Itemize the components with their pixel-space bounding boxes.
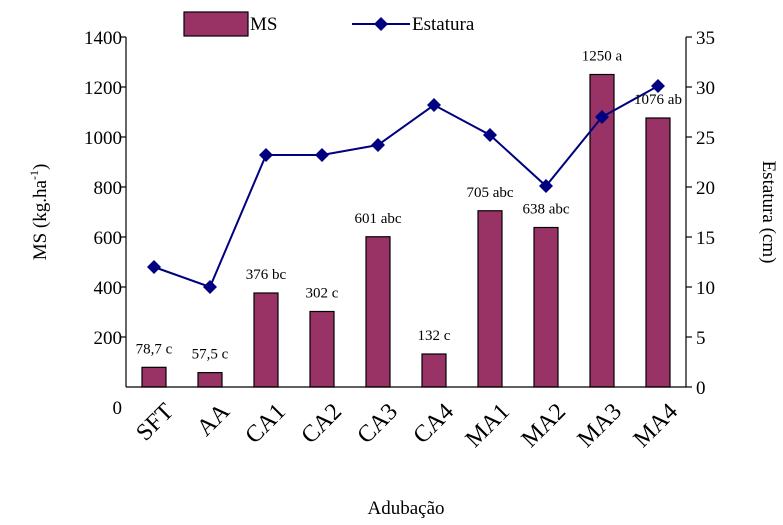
legend-label-estatura: Estatura [412, 14, 475, 35]
bar-value-label: 705 abc [466, 185, 513, 201]
bar-ca3 [365, 236, 391, 388]
category-label-ca2: CA2 [297, 399, 347, 449]
estatura-marker [539, 179, 553, 193]
right-tick-label: 10 [696, 278, 715, 299]
x-axis-labels: SFT AA CA1 CA2 CA3 CA4 MA1 MA2 MA3 MA4 [131, 398, 683, 453]
legend-swatch-ms [183, 11, 249, 37]
right-tick-label: 35 [696, 28, 715, 49]
estatura-marker [483, 128, 497, 142]
left-tick-label: 400 [94, 278, 123, 299]
right-tick-label: 15 [696, 228, 715, 249]
left-tick-label: 1400 [84, 28, 122, 49]
left-axis-zero-label: 0 [113, 398, 123, 419]
legend: MS Estatura [183, 11, 475, 37]
right-axis-title: Estatura (cm) [758, 161, 779, 264]
bar-value-label: 601 abc [354, 211, 401, 227]
bar-ma4 [645, 117, 671, 388]
bar-ca2 [309, 310, 335, 388]
category-label-ca4: CA4 [409, 399, 459, 449]
bars-layer [141, 73, 671, 388]
x-axis-title: Adubação [367, 498, 444, 519]
legend-label-ms: MS [250, 14, 277, 35]
category-label-ca1: CA1 [241, 399, 291, 449]
left-axis-title-base: MS (kg.ha [30, 179, 51, 260]
bar-ca4 [421, 353, 447, 388]
bar-value-label: 132 c [418, 328, 451, 344]
estatura-marker [147, 260, 161, 274]
bar-ma2 [533, 226, 559, 388]
category-label-ma3: MA3 [573, 399, 627, 453]
category-label-ma4: MA4 [629, 399, 683, 453]
left-axis-title-end: ) [30, 164, 51, 170]
category-label-ma1: MA1 [461, 399, 515, 453]
estatura-marker [259, 148, 273, 162]
bar-value-label: 1250 a [582, 49, 623, 65]
right-axis-ticks: 0 5 10 15 20 25 30 35 [686, 28, 715, 399]
line-layer [147, 79, 665, 294]
estatura-marker [371, 138, 385, 152]
bar-ca1 [253, 292, 279, 388]
estatura-marker [203, 280, 217, 294]
bar-sft [141, 366, 167, 388]
estatura-line [153, 85, 659, 289]
bar-value-label: 302 c [306, 286, 339, 302]
bar-value-label: 78,7 c [136, 341, 173, 357]
left-tick-label: 200 [94, 328, 123, 349]
bar-value-labels: 78,7 c 57,5 c 376 bc 302 c 601 abc 132 c 705 a… [136, 49, 682, 363]
left-axis-ticks: 200 400 600 800 1000 1200 1400 [84, 28, 126, 349]
left-axis-title: MS (kg.ha-1) [27, 164, 51, 261]
bar-value-label: 57,5 c [192, 347, 229, 363]
category-label-aa: AA [192, 398, 235, 441]
estatura-marker [427, 98, 441, 112]
bar-value-label: 638 abc [522, 202, 569, 218]
left-tick-label: 1200 [84, 78, 122, 99]
right-tick-label: 5 [696, 328, 706, 349]
category-label-ma2: MA2 [517, 399, 571, 453]
estatura-marker [595, 110, 609, 124]
right-tick-label: 20 [696, 178, 715, 199]
bar-value-label: 376 bc [246, 267, 287, 283]
right-tick-label: 30 [696, 78, 715, 99]
left-tick-label: 800 [94, 178, 123, 199]
legend-marker-estatura [374, 17, 388, 31]
bar-aa [197, 372, 223, 388]
bar-ma1 [477, 210, 503, 388]
right-tick-label: 0 [696, 378, 706, 399]
estatura-marker [651, 79, 665, 93]
left-tick-label: 600 [94, 228, 123, 249]
left-axis-title-sup: -1 [27, 170, 41, 180]
category-label-ca3: CA3 [353, 399, 403, 449]
bar-value-label: 1076 ab [634, 92, 682, 108]
plot-frame [125, 37, 687, 388]
category-label-sft: SFT [131, 398, 179, 446]
right-tick-label: 25 [696, 128, 715, 149]
estatura-marker [315, 148, 329, 162]
left-tick-label: 1000 [84, 128, 122, 149]
